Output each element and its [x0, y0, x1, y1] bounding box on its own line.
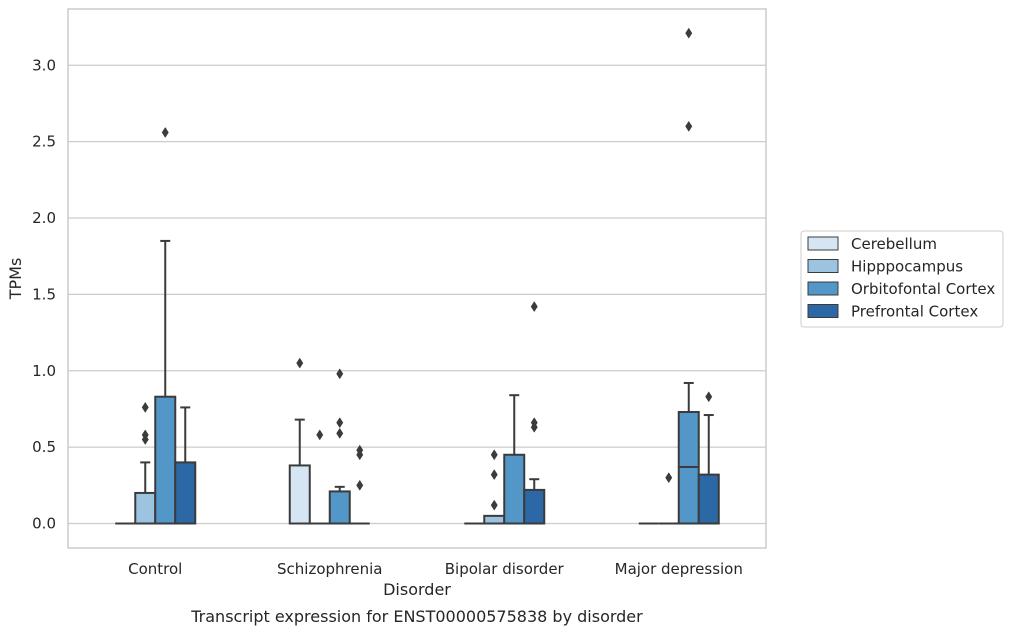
outlier-point: [141, 401, 149, 413]
box-body: [697, 473, 720, 525]
box-1-2: [328, 368, 351, 525]
legend-frame: [800, 230, 1004, 328]
y-tick-label: 2.5: [32, 133, 56, 151]
outlier-point: [356, 444, 364, 456]
box-3-1: [658, 472, 679, 525]
legend-label: Prefrontal Cortex: [851, 303, 978, 321]
y-tick-label: 0.0: [32, 515, 56, 533]
outlier-point: [490, 499, 498, 511]
box-1-0: [288, 357, 311, 525]
box-0-3: [174, 406, 197, 525]
x-tick-label: Bipolar disorder: [445, 560, 565, 578]
outlier-point: [161, 126, 169, 138]
box-3-3: [697, 391, 720, 525]
box-3-2: [677, 27, 700, 525]
y-tick-label: 1.0: [32, 362, 56, 380]
outlier-point: [356, 479, 364, 491]
outlier-point: [336, 368, 344, 380]
outlier-point: [530, 301, 538, 313]
outlier-point: [141, 429, 149, 441]
box-1-3: [349, 444, 370, 525]
y-axis-title: TPMs: [6, 258, 25, 301]
box-layer: [115, 27, 720, 525]
legend-swatch: [807, 236, 839, 251]
legend-label: Cerebellum: [851, 235, 937, 253]
box-body: [174, 461, 197, 525]
x-tick-label: Control: [128, 560, 182, 578]
plot-frame: [67, 8, 767, 549]
legend-swatch: [807, 259, 839, 273]
y-tick-label: 3.0: [32, 56, 56, 74]
x-tick-label: Major depression: [615, 560, 743, 578]
outlier-point: [490, 449, 498, 461]
box-body: [523, 488, 546, 525]
box-2-1: [483, 449, 506, 525]
box-1-1: [309, 429, 330, 525]
box-2-3: [523, 301, 546, 525]
outlier-point: [530, 417, 538, 429]
box-body: [288, 464, 311, 525]
outlier-point: [296, 357, 304, 369]
box-0-2: [154, 126, 177, 525]
box-2-2: [503, 394, 526, 525]
outlier-point: [685, 120, 693, 132]
outlier-point: [685, 27, 693, 39]
y-tick-label: 1.5: [32, 285, 56, 303]
x-axis-title: Disorder: [383, 580, 451, 599]
legend-swatch: [807, 281, 839, 296]
legend: Cerebellum Hipppocampus Orbitofontal Corte…: [800, 230, 1004, 328]
outlier-point: [490, 469, 498, 481]
box-body: [134, 491, 157, 525]
outlier-point: [665, 472, 673, 484]
outlier-point: [336, 417, 344, 429]
legend-label: Hipppocampus: [851, 258, 963, 276]
legend-swatch: [807, 304, 839, 318]
y-tick-label: 0.5: [32, 438, 56, 456]
chart-caption: Transcript expression for ENST0000057583…: [190, 607, 643, 626]
tick-labels: 0.0 0.5 1.0 1.5 2.0 2.5 3.0 Control Schizophreni…: [32, 56, 743, 578]
legend-label: Orbitofontal Cortex: [851, 280, 995, 298]
box-body: [503, 453, 526, 525]
outlier-point: [336, 427, 344, 439]
outlier-point: [705, 391, 713, 403]
box-body: [154, 395, 177, 525]
outlier-point: [316, 429, 324, 441]
y-tick-label: 2.0: [32, 209, 56, 227]
box-0-1: [134, 401, 157, 525]
x-tick-label: Schizophrenia: [277, 560, 382, 578]
box-body: [328, 490, 351, 525]
box-body: [483, 514, 506, 525]
